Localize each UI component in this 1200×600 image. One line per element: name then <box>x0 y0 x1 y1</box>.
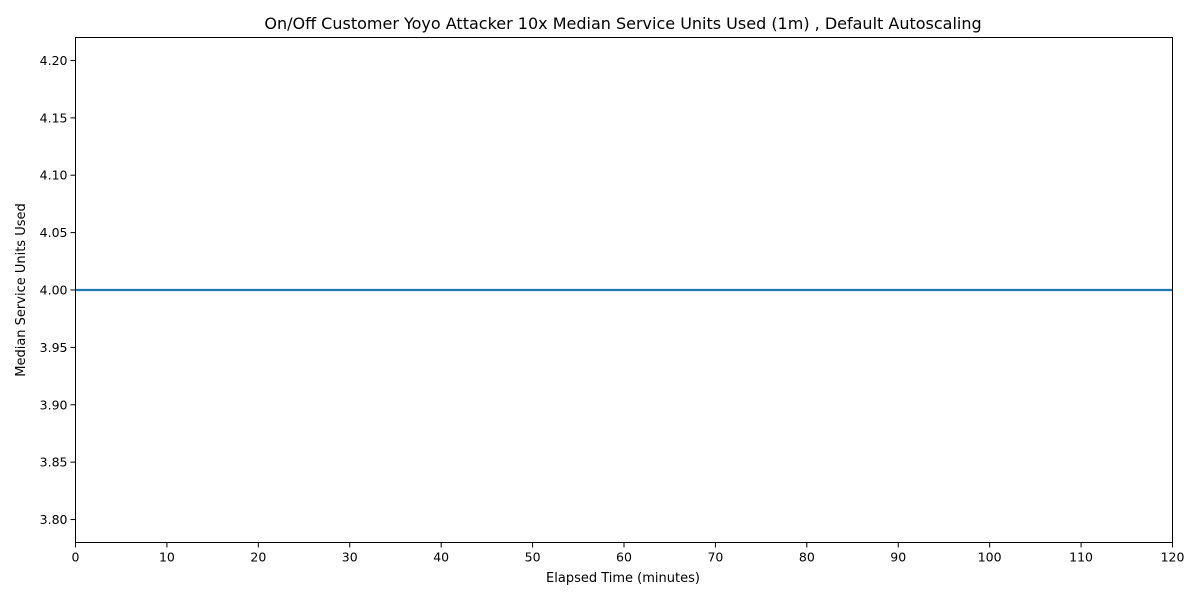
y-axis: 3.80 3.85 3.90 3.95 4.00 4.05 4.10 4.15 4.20 <box>40 53 76 527</box>
x-tick-label: 0 <box>72 550 80 565</box>
y-tick-label: 4.05 <box>40 225 68 240</box>
chart-title: On/Off Customer Yoyo Attacker 10x Median… <box>264 14 981 33</box>
x-axis-label: Elapsed Time (minutes) <box>546 571 700 586</box>
y-tick-label: 3.85 <box>40 455 68 470</box>
x-tick-label: 110 <box>1069 550 1093 565</box>
x-tick-label: 90 <box>890 550 906 565</box>
y-tick-label: 4.15 <box>40 110 68 125</box>
y-tick-label: 3.90 <box>40 397 68 412</box>
x-tick-label: 100 <box>978 550 1002 565</box>
x-tick-label: 50 <box>525 550 541 565</box>
y-tick-label: 4.20 <box>40 53 68 68</box>
x-tick-label: 60 <box>616 550 632 565</box>
x-tick-label: 40 <box>433 550 449 565</box>
x-tick-label: 120 <box>1161 550 1185 565</box>
x-tick-label: 70 <box>707 550 723 565</box>
x-tick-label: 20 <box>250 550 266 565</box>
y-tick-label: 4.10 <box>40 168 68 183</box>
y-axis-label: Median Service Units Used <box>14 203 29 377</box>
y-tick-label: 4.00 <box>40 283 68 298</box>
x-tick-label: 80 <box>799 550 815 565</box>
y-tick-label: 3.80 <box>40 512 68 527</box>
y-tick-label: 3.95 <box>40 340 68 355</box>
x-tick-label: 10 <box>159 550 175 565</box>
x-axis: 0 10 20 30 40 50 60 70 80 90 100 110 120 <box>72 542 1185 565</box>
x-tick-label: 30 <box>342 550 358 565</box>
